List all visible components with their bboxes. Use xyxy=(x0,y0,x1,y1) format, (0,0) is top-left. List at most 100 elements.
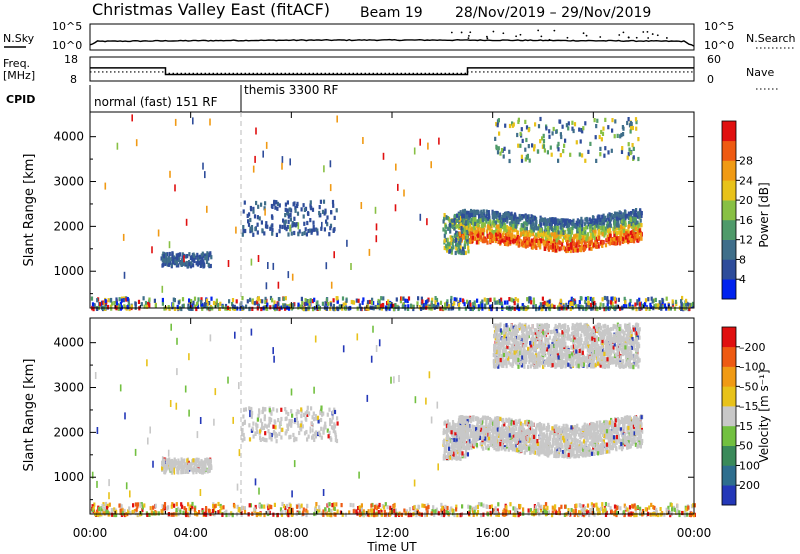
title-beam: Beam 19 xyxy=(360,5,423,21)
data-cell xyxy=(528,433,531,438)
data-cell xyxy=(198,254,201,259)
data-cell xyxy=(93,303,96,308)
data-cell xyxy=(276,201,280,206)
data-cell xyxy=(591,232,594,237)
data-cell xyxy=(501,238,504,243)
data-cell xyxy=(147,301,150,307)
data-cell xyxy=(379,303,382,308)
data-cell xyxy=(569,152,572,157)
data-cell xyxy=(493,445,496,451)
data-cell xyxy=(459,245,462,250)
data-cell xyxy=(602,303,605,308)
data-cell xyxy=(503,422,506,427)
data-cell xyxy=(624,210,627,215)
data-cell xyxy=(467,441,470,446)
data-cell xyxy=(599,450,602,455)
data-cell xyxy=(291,273,294,281)
data-cell xyxy=(318,205,321,210)
data-cell xyxy=(665,296,668,301)
data-cell xyxy=(374,304,377,310)
data-cell xyxy=(532,222,535,227)
data-cell xyxy=(503,146,506,151)
data-cell xyxy=(296,211,300,216)
data-cell xyxy=(533,215,536,221)
data-cell xyxy=(565,435,568,440)
freq-right-tick-bottom: 0 xyxy=(707,73,714,86)
data-cell xyxy=(448,218,451,223)
data-cell xyxy=(549,237,553,242)
data-cell xyxy=(517,117,520,122)
data-cell xyxy=(427,142,429,150)
data-cell xyxy=(457,302,460,307)
data-cell xyxy=(462,213,465,219)
data-cell xyxy=(533,144,536,149)
data-cell xyxy=(510,297,513,302)
data-cell xyxy=(561,238,564,243)
data-cell xyxy=(532,297,535,302)
data-cell xyxy=(443,233,446,238)
data-cell xyxy=(638,228,641,233)
data-cell xyxy=(538,233,541,238)
data-cell xyxy=(271,204,274,209)
data-cell xyxy=(462,250,465,256)
data-cell xyxy=(561,225,564,230)
data-cell xyxy=(493,435,496,440)
data-cell xyxy=(619,234,622,239)
data-cell xyxy=(176,253,179,258)
data-cell xyxy=(520,239,523,244)
data-cell xyxy=(593,242,596,247)
data-cell xyxy=(623,420,626,425)
data-cell xyxy=(258,216,261,221)
data-cell xyxy=(562,149,565,154)
data-cell xyxy=(580,451,583,456)
data-cell xyxy=(269,305,272,310)
data-cell xyxy=(467,216,470,221)
data-cell xyxy=(580,220,583,225)
data-cell xyxy=(538,448,541,453)
data-cell xyxy=(629,216,632,221)
data-cell xyxy=(579,224,582,230)
data-cell xyxy=(506,442,509,447)
data-cell xyxy=(518,434,521,439)
data-cell xyxy=(570,245,573,250)
data-cell xyxy=(550,232,554,237)
data-cell xyxy=(276,206,279,211)
data-cell xyxy=(572,451,575,457)
data-cell xyxy=(603,307,606,312)
data-cell xyxy=(590,427,593,432)
data-cell xyxy=(284,207,287,212)
data-cell xyxy=(638,302,642,307)
data-cell xyxy=(521,303,524,308)
data-cell xyxy=(546,230,550,235)
data-cell xyxy=(204,256,207,261)
data-cell xyxy=(578,300,581,305)
data-cell xyxy=(640,223,643,228)
data-cell xyxy=(357,298,360,303)
data-cell xyxy=(520,448,523,453)
data-cell xyxy=(545,241,549,247)
data-cell xyxy=(603,442,606,447)
data-cell xyxy=(209,263,212,269)
data-cell xyxy=(498,431,501,436)
data-cell xyxy=(620,222,623,227)
data-cell xyxy=(520,231,523,236)
data-cell xyxy=(508,215,511,220)
data-cell xyxy=(461,249,464,254)
data-cell xyxy=(556,240,559,245)
data-cell xyxy=(193,296,197,301)
data-cell xyxy=(602,422,605,428)
data-cell xyxy=(458,248,461,253)
data-cell xyxy=(535,226,538,231)
data-cell xyxy=(493,297,496,302)
data-cell xyxy=(529,227,532,232)
data-cell xyxy=(445,246,448,251)
data-cell xyxy=(421,299,424,304)
data-cell xyxy=(506,434,509,439)
data-cell xyxy=(197,256,200,262)
data-cell xyxy=(619,134,622,139)
data-cell xyxy=(503,431,506,436)
data-cell xyxy=(443,245,446,251)
data-cell xyxy=(344,306,347,311)
data-cell xyxy=(570,438,573,443)
data-cell xyxy=(166,258,169,264)
